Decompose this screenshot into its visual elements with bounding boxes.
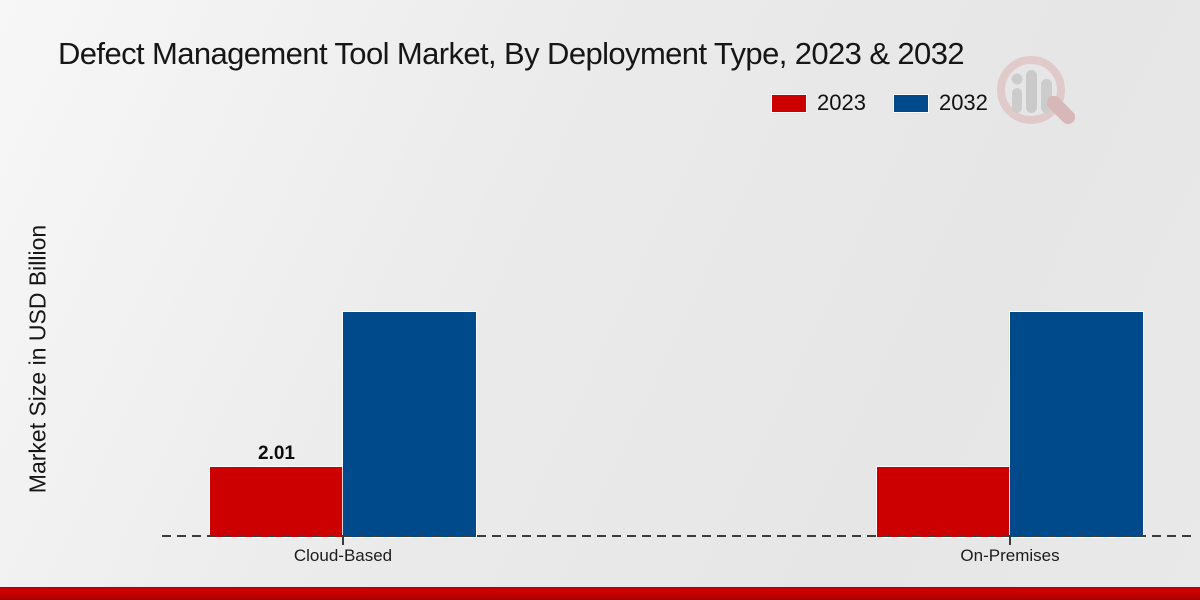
legend-item-2032: 2032 [892,90,988,116]
logo-bar-short [1012,88,1022,113]
x-axis-tick [342,537,344,545]
chart-title: Defect Management Tool Market, By Deploy… [58,36,965,71]
legend-label-2023: 2023 [817,90,866,115]
bar-2023-on-premises [876,466,1011,538]
logo-bar-tall [1026,70,1037,113]
legend-label-2032: 2032 [938,90,988,115]
magnifier-logo-watermark [997,56,1076,125]
x-axis-category-label-cloud-based: Cloud-Based [293,546,393,565]
x-axis-category-label-on-premises: On-Premises [960,546,1060,565]
legend-swatch-2023 [771,93,807,113]
bar-2023-cloud-based: 2.01 [209,443,344,538]
bar-2032-cloud-based [342,311,477,538]
chart-legend: 2023 2032 [771,90,988,116]
bar-group-on-premises [876,311,1144,538]
legend-item-2023: 2023 [771,90,866,116]
legend-swatch-2032 [892,93,929,113]
x-axis-baseline [162,535,1192,537]
bar-2032-on-premises [1009,311,1144,538]
magnifier-ring [997,56,1065,124]
bar-group-cloud-based: 2.01 [209,311,477,538]
logo-person-head [1011,73,1023,85]
x-axis-tick [1009,537,1011,545]
magnifier-handle [1046,95,1076,125]
bar-value-label: 2.01 [258,443,295,464]
plot-area: 2.01 Cloud-Based On-Premises [162,277,1192,565]
bottom-accent-bar [0,587,1200,600]
y-axis-label: Market Size in USD Billion [24,224,51,494]
